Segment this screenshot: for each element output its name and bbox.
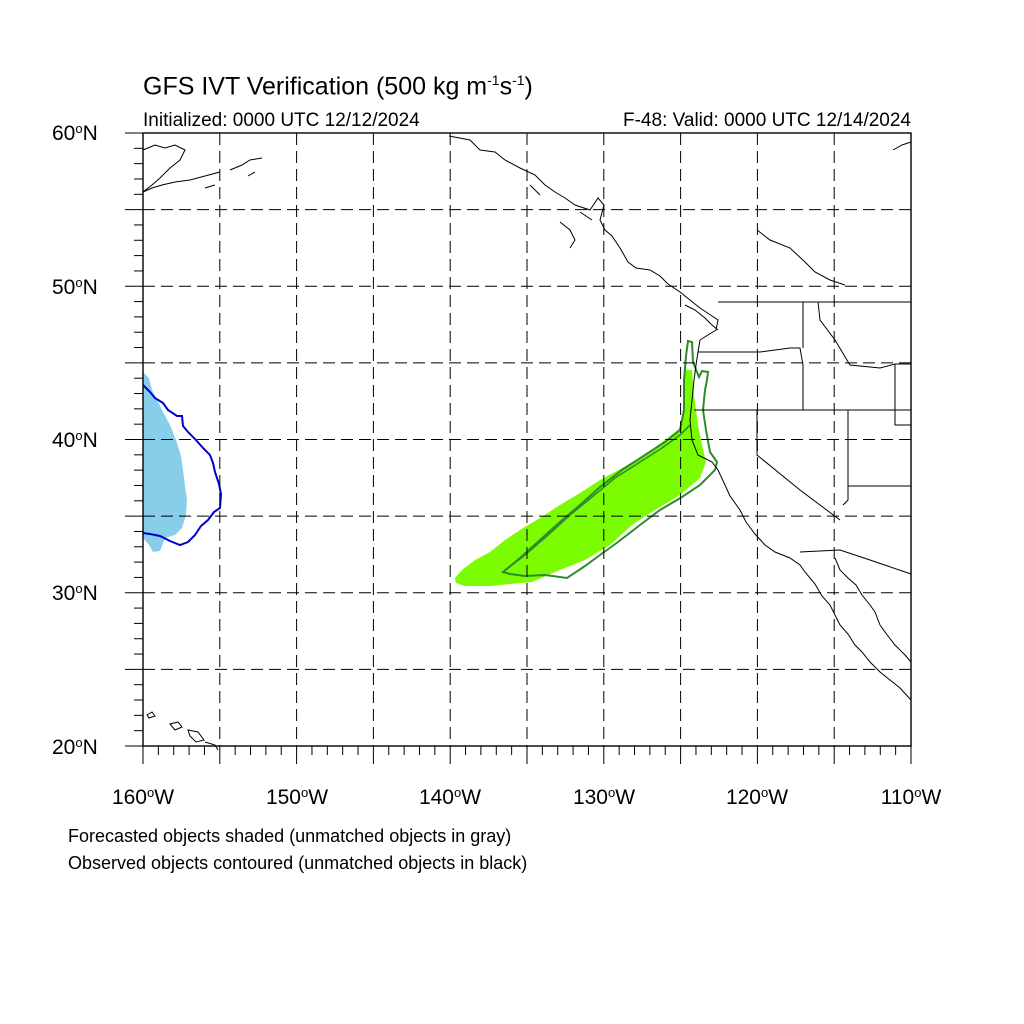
lon-value: 140 [418, 786, 454, 809]
degree-symbol: o [75, 735, 83, 750]
degree-symbol: o [75, 581, 83, 596]
lat-value: 50 [52, 276, 76, 299]
lon-value: 110 [880, 786, 915, 809]
lon-value: 160 [111, 786, 147, 809]
state-border-ca-nv [756, 410, 841, 521]
lat-value: 40 [52, 429, 76, 452]
title-unit-s: s [499, 72, 513, 101]
degree-symbol: o [453, 785, 462, 800]
lon-label-120w: 120oW [707, 785, 807, 810]
title-exponent-1: -1 [487, 72, 500, 88]
hawaii-islands [146, 711, 219, 751]
coastlines [142, 135, 912, 751]
alaska-islands [204, 157, 263, 189]
lat-label-60n: 60oN [52, 121, 132, 146]
vancouver-island [684, 304, 719, 331]
map-title: GFS IVT Verification (500 kg m-1s-1) [143, 72, 533, 101]
valid-time-label: F-48: Valid: 0000 UTC 12/14/2024 [623, 110, 911, 131]
forecast-object-green [455, 370, 706, 586]
hemisphere: N [82, 736, 98, 759]
lat-label-20n: 20oN [52, 735, 132, 760]
baja-east-coast [834, 557, 912, 663]
hemisphere: W [921, 786, 942, 809]
tick-marks [125, 132, 912, 764]
degree-symbol: o [75, 121, 83, 136]
lat-value: 20 [52, 736, 76, 759]
hemisphere: W [768, 786, 789, 809]
hudson-fragment [892, 141, 912, 151]
lon-value: 120 [725, 786, 761, 809]
title-close-paren: ) [524, 72, 533, 101]
state-border-nv-az [842, 410, 911, 506]
lat-label-50n: 50oN [52, 275, 132, 300]
lat-value: 30 [52, 582, 76, 605]
gridlines [143, 133, 911, 746]
degree-symbol: o [914, 785, 922, 800]
lon-label-160w: 160oW [93, 785, 193, 810]
lon-label-140w: 140oW [400, 785, 500, 810]
observed-contour-blue [142, 384, 223, 547]
degree-symbol: o [146, 785, 155, 800]
degree-symbol: o [75, 275, 83, 290]
legend-observed-note: Observed objects contoured (unmatched ob… [68, 853, 528, 873]
lon-label-110w: 110oW [861, 785, 961, 810]
observed-contour-green [500, 339, 719, 580]
se-alaska-islands [529, 184, 593, 249]
title-exponent-2: -1 [512, 72, 525, 88]
degree-symbol: o [75, 428, 83, 443]
hemisphere: W [615, 786, 636, 809]
lat-label-30n: 30oN [52, 581, 132, 606]
lat-label-40n: 40oN [52, 428, 132, 453]
hemisphere: W [154, 786, 175, 809]
aleutian-fragment [142, 171, 221, 193]
alaska-coast [142, 144, 186, 193]
observed-contour-green-inner [502, 424, 691, 573]
forecast-objects [143, 370, 706, 586]
forecast-object-blue [143, 372, 187, 552]
lat-value: 60 [52, 122, 76, 145]
canadian-coast-north [756, 229, 846, 286]
state-border-wa-or [698, 347, 804, 410]
hemisphere: W [308, 786, 329, 809]
state-border-id-mt [802, 301, 911, 369]
hemisphere: N [82, 122, 98, 145]
lon-value: 130 [572, 786, 608, 809]
us-mexico-border [799, 549, 912, 575]
observed-objects [142, 339, 719, 580]
lon-value: 150 [265, 786, 301, 809]
lon-label-130w: 130oW [554, 785, 654, 810]
hemisphere: N [82, 429, 98, 452]
lon-label-150w: 150oW [247, 785, 347, 810]
initialized-label: Initialized: 0000 UTC 12/12/2024 [143, 110, 420, 131]
north-america-coastline [448, 135, 912, 701]
legend-forecast-note: Forecasted objects shaded (unmatched obj… [68, 826, 512, 846]
title-text: GFS IVT Verification (500 kg m [143, 72, 488, 101]
degree-symbol: o [760, 785, 769, 800]
state-border-ut-co [894, 364, 911, 426]
degree-symbol: o [607, 785, 616, 800]
hemisphere: N [82, 582, 98, 605]
degree-symbol: o [300, 785, 309, 800]
hemisphere: N [82, 276, 98, 299]
hemisphere: W [461, 786, 482, 809]
